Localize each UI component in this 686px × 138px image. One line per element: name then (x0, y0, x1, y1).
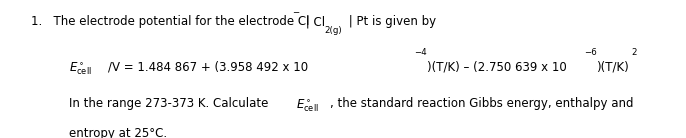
Text: 1.   The electrode potential for the electrode Cl: 1. The electrode potential for the elect… (31, 15, 309, 28)
Text: −: − (292, 7, 299, 16)
Text: /V = 1.484 867 + (3.958 492 x 10: /V = 1.484 867 + (3.958 492 x 10 (108, 60, 308, 73)
Text: 2: 2 (632, 48, 637, 57)
Text: )(T/K): )(T/K) (596, 60, 629, 73)
Text: −4: −4 (414, 48, 427, 57)
Text: , the standard reaction Gibbs energy, enthalpy and: , the standard reaction Gibbs energy, en… (330, 97, 633, 110)
Text: $E^\circ_{\mathrm{cell}}$: $E^\circ_{\mathrm{cell}}$ (69, 60, 91, 77)
Text: | Pt is given by: | Pt is given by (345, 15, 436, 28)
Text: $E^\circ_{\mathrm{cell}}$: $E^\circ_{\mathrm{cell}}$ (296, 97, 319, 114)
Text: | Cl: | Cl (302, 15, 325, 28)
Text: −6: −6 (584, 48, 597, 57)
Text: )(T/K) – (2.750 639 x 10: )(T/K) – (2.750 639 x 10 (427, 60, 567, 73)
Text: In the range 273-373 K. Calculate: In the range 273-373 K. Calculate (69, 97, 272, 110)
Text: 2(g): 2(g) (324, 26, 342, 35)
Text: entropy at 25°C.: entropy at 25°C. (69, 127, 167, 138)
